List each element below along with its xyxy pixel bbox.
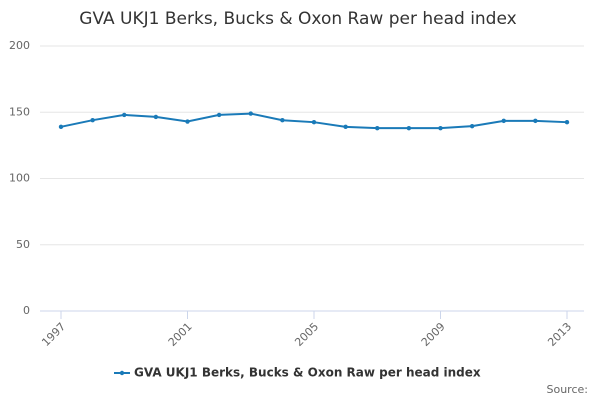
- point: [564, 119, 570, 125]
- point: [153, 114, 159, 120]
- x-tick-label: 2005: [292, 320, 321, 349]
- x-tick-label: 2001: [166, 320, 195, 349]
- point: [216, 112, 222, 118]
- source: Source:: [547, 383, 589, 396]
- y-tick-label: 100: [9, 172, 30, 185]
- legend-marker: [119, 370, 125, 376]
- point: [248, 111, 253, 116]
- point: [438, 125, 443, 131]
- point: [185, 119, 190, 124]
- chart-title: GVA UKJ1 Berks, Bucks & Oxon Raw per hea…: [79, 9, 516, 29]
- x-tick-label: 1997: [39, 320, 68, 349]
- point: [343, 124, 348, 130]
- point: [533, 118, 538, 124]
- point: [469, 123, 475, 129]
- y-tick-label: 0: [23, 304, 30, 317]
- x-tick-label: 2013: [545, 320, 574, 349]
- legend-label: GVA UKJ1 Berks, Bucks & Oxon Raw per hea…: [134, 366, 481, 380]
- point: [311, 119, 317, 125]
- point: [90, 118, 95, 123]
- y-tick-label: 50: [16, 238, 30, 251]
- y-tick-label: 150: [9, 105, 30, 118]
- point: [406, 125, 412, 131]
- x-tick-label: 2009: [419, 320, 448, 349]
- point: [58, 124, 64, 130]
- point: [280, 118, 285, 123]
- y-tick-label: 200: [9, 39, 30, 52]
- point: [375, 125, 380, 131]
- point: [122, 112, 127, 118]
- point: [501, 118, 506, 124]
